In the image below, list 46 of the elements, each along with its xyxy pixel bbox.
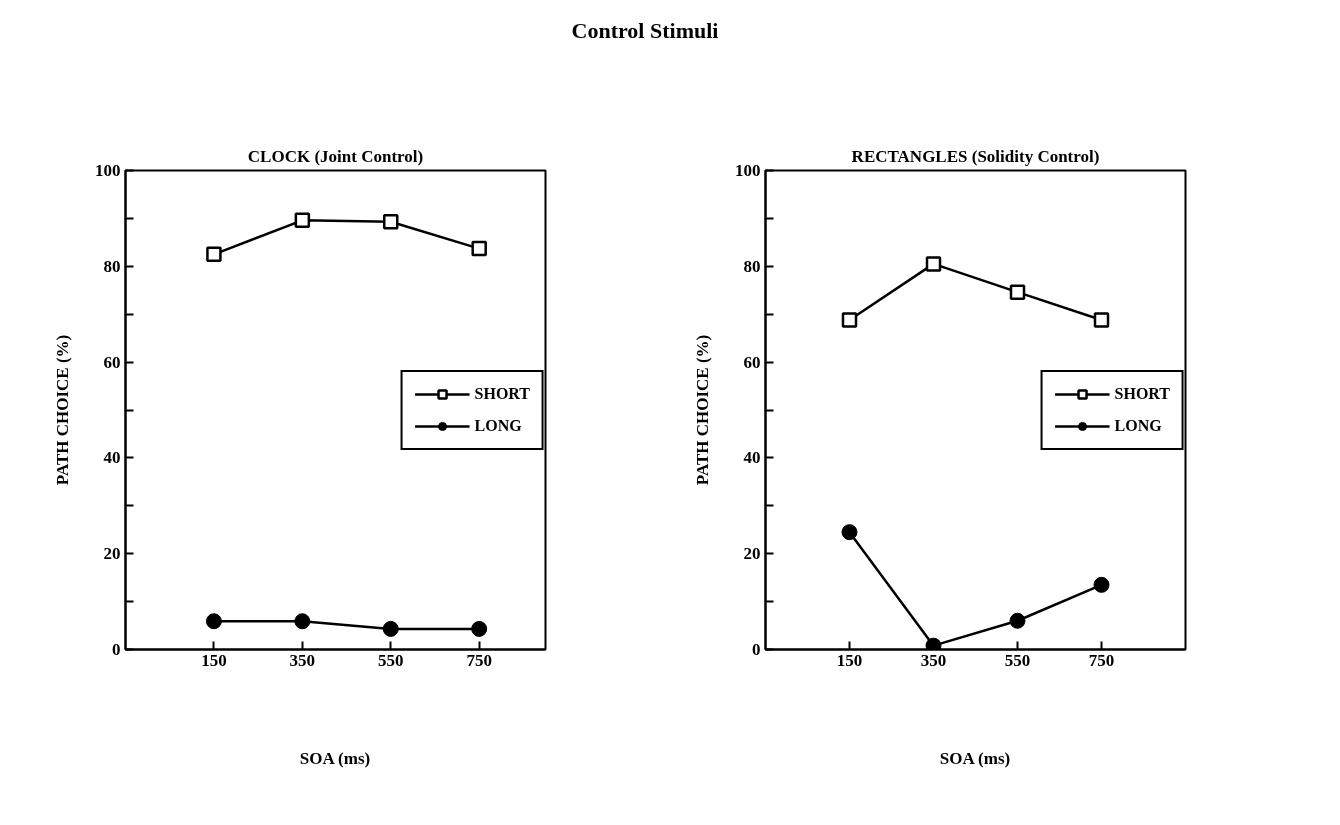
x-axis-title: SOA (ms) [939, 748, 1011, 768]
point [382, 620, 399, 637]
chart-subtitle: RECTANGLES (Solidity Control) [851, 146, 1100, 166]
point [471, 240, 487, 257]
point [1093, 576, 1110, 593]
point [294, 613, 311, 630]
point [294, 212, 311, 229]
x-tick-label: 550 [378, 650, 404, 670]
legend-label: SHORT [1114, 384, 1170, 403]
legend-label: LONG [474, 416, 522, 435]
y-tick-label: 80 [103, 256, 121, 276]
point [383, 214, 399, 230]
y-tick-label: 0 [112, 640, 121, 659]
y-tick-label: 20 [743, 544, 761, 564]
point [841, 312, 858, 328]
y-axis-title: PATH CHOICE (%) [53, 334, 72, 486]
point [925, 256, 942, 272]
legend-label: LONG [1114, 416, 1162, 435]
point [1093, 312, 1110, 328]
text: Control Stimuli [571, 17, 719, 45]
x-tick-label: 750 [466, 650, 492, 670]
y-tick-label: 100 [735, 161, 761, 180]
x-tick-label: 350 [920, 650, 947, 670]
y-tick-label: 0 [752, 640, 761, 659]
y-tick-label: 60 [743, 352, 761, 372]
x-tick-label: 550 [1004, 650, 1031, 670]
y-tick-label: 40 [103, 448, 121, 468]
y-tick-label: 20 [103, 544, 121, 564]
x-tick-label: 150 [836, 650, 863, 670]
point [1009, 612, 1026, 629]
legend-label: SHORT [474, 384, 530, 403]
y-axis-title: PATH CHOICE (%) [693, 334, 712, 486]
y-tick-label: 80 [743, 256, 761, 276]
x-tick-label: 750 [1088, 650, 1115, 670]
point [205, 613, 222, 630]
point [1009, 284, 1026, 300]
y-tick-label: 100 [95, 161, 121, 180]
x-axis-title: SOA (ms) [299, 748, 371, 768]
point [841, 524, 858, 541]
y-tick-label: 40 [743, 448, 761, 468]
x-tick-label: 350 [289, 650, 316, 670]
x-tick-label: 150 [201, 650, 227, 670]
chart-subtitle: CLOCK (Joint Control) [247, 146, 424, 166]
point [471, 620, 488, 637]
point [206, 246, 222, 263]
y-tick-label: 60 [103, 352, 121, 372]
